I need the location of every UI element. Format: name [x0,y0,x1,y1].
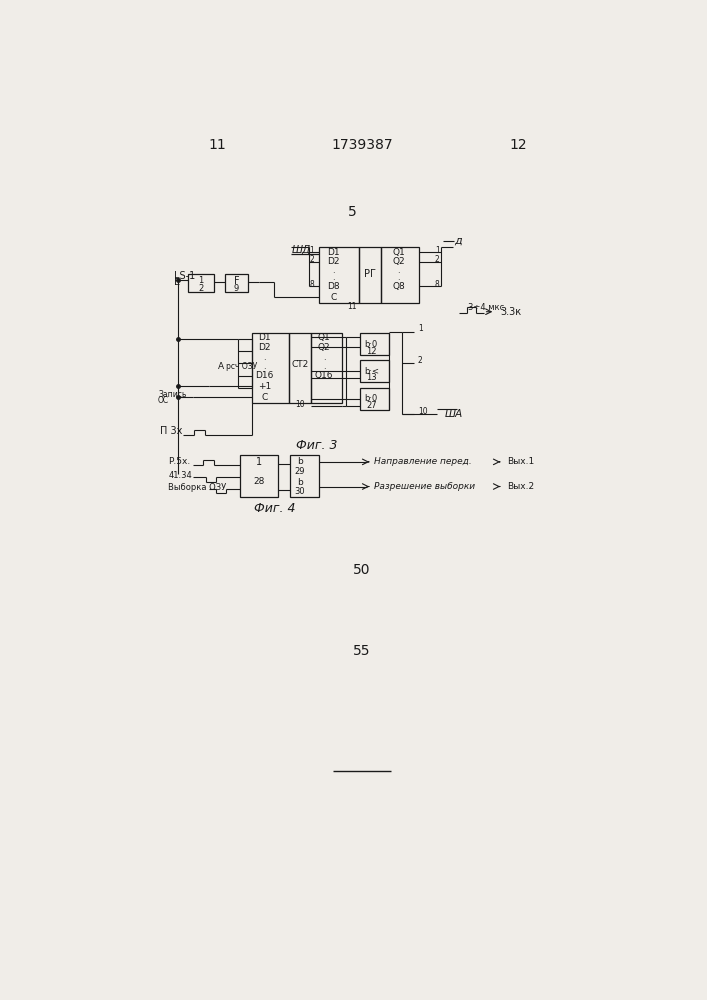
Text: 28: 28 [253,477,264,486]
Text: 11: 11 [347,302,356,311]
Text: ОС: ОС [158,396,169,405]
Text: ШД: ШД [291,245,310,255]
Text: рсч ОЗУ: рсч ОЗУ [226,362,257,371]
Text: .: . [263,362,266,371]
Text: 10: 10 [418,407,427,416]
Text: b: b [297,478,303,487]
Text: LS-1: LS-1 [174,271,195,281]
Text: 1: 1 [435,246,440,255]
Bar [187,274,214,292]
Text: D1: D1 [327,248,339,257]
Text: 29: 29 [295,467,305,476]
Bar [225,274,248,292]
Text: .: . [322,362,325,371]
Text: .: . [397,266,399,275]
Text: 2: 2 [309,255,314,264]
Text: Разрешение выборки: Разрешение выборки [373,482,474,491]
Text: Q2: Q2 [317,343,330,352]
Text: 1: 1 [198,276,204,285]
Text: 1: 1 [256,457,262,467]
Text: 9: 9 [234,284,239,293]
Text: 12: 12 [510,138,527,152]
Text: C: C [261,393,267,402]
Text: Q1: Q1 [317,333,330,342]
Text: СТ2: СТ2 [291,360,308,369]
Text: 1: 1 [418,324,423,333]
Text: 2: 2 [435,255,440,264]
Text: 1: 1 [309,246,314,255]
Text: D1: D1 [258,333,271,342]
Text: 8: 8 [309,280,314,289]
Text: 50: 50 [354,563,370,577]
Text: b: b [297,457,303,466]
Text: .: . [263,353,266,362]
Text: +1: +1 [257,382,271,391]
Text: Q2: Q2 [392,257,404,266]
Bar [360,388,389,410]
Text: D16: D16 [255,371,274,380]
Bar [380,247,419,303]
Text: C: C [330,293,337,302]
Text: 2: 2 [198,284,204,293]
Text: ША: ША [445,409,463,419]
Text: .: . [332,273,334,282]
Text: 5: 5 [348,205,356,219]
Text: 55: 55 [354,644,370,658]
Text: Фиг. 4: Фиг. 4 [254,502,295,515]
Text: Выборка ОЗУ: Выборка ОЗУ [168,483,226,492]
Text: 10: 10 [295,400,305,409]
Bar [290,455,320,497]
Text: D2: D2 [258,343,271,352]
Text: D2: D2 [327,257,339,266]
Text: Q8: Q8 [392,282,404,291]
Text: .: . [322,353,325,362]
Text: 27: 27 [366,401,377,410]
Text: РГ: РГ [363,269,375,279]
Text: 3÷4 мкс: 3÷4 мкс [468,303,504,312]
Text: Фиг. 3: Фиг. 3 [296,439,338,452]
Text: 41.34: 41.34 [168,471,192,480]
Bar [240,455,279,497]
Text: 11: 11 [209,138,227,152]
Text: 30: 30 [295,487,305,496]
Text: 12: 12 [366,347,377,356]
Text: D8: D8 [327,282,339,291]
Text: А: А [218,362,224,371]
Text: Вых.1: Вых.1 [507,457,534,466]
Bar [319,247,359,303]
Bar [359,247,380,303]
Text: .: . [332,266,334,275]
Text: E: E [174,277,180,287]
Text: 3.3к: 3.3к [501,307,522,317]
Text: 1739387: 1739387 [331,138,393,152]
Bar [311,333,341,403]
Bar [360,333,389,355]
Text: д: д [454,236,462,246]
Text: Q1: Q1 [392,248,404,257]
Text: Направление перед.: Направление перед. [373,457,472,466]
Text: Q16: Q16 [315,371,333,380]
Text: b·0: b·0 [365,340,378,349]
Text: Р.5х.: Р.5х. [168,457,190,466]
Text: 13: 13 [366,373,377,382]
Text: b·<: b·< [363,367,379,376]
Text: 8: 8 [435,280,440,289]
Text: F: F [233,276,239,286]
Text: Вых.2: Вых.2 [507,482,534,491]
Text: b·0: b·0 [365,394,378,403]
Text: П 3х: П 3х [160,426,183,436]
Bar [289,333,311,403]
Bar [360,360,389,382]
Bar [252,333,289,403]
Text: Запись: Запись [158,390,187,399]
Text: .: . [397,273,399,282]
Text: 2: 2 [418,356,423,365]
